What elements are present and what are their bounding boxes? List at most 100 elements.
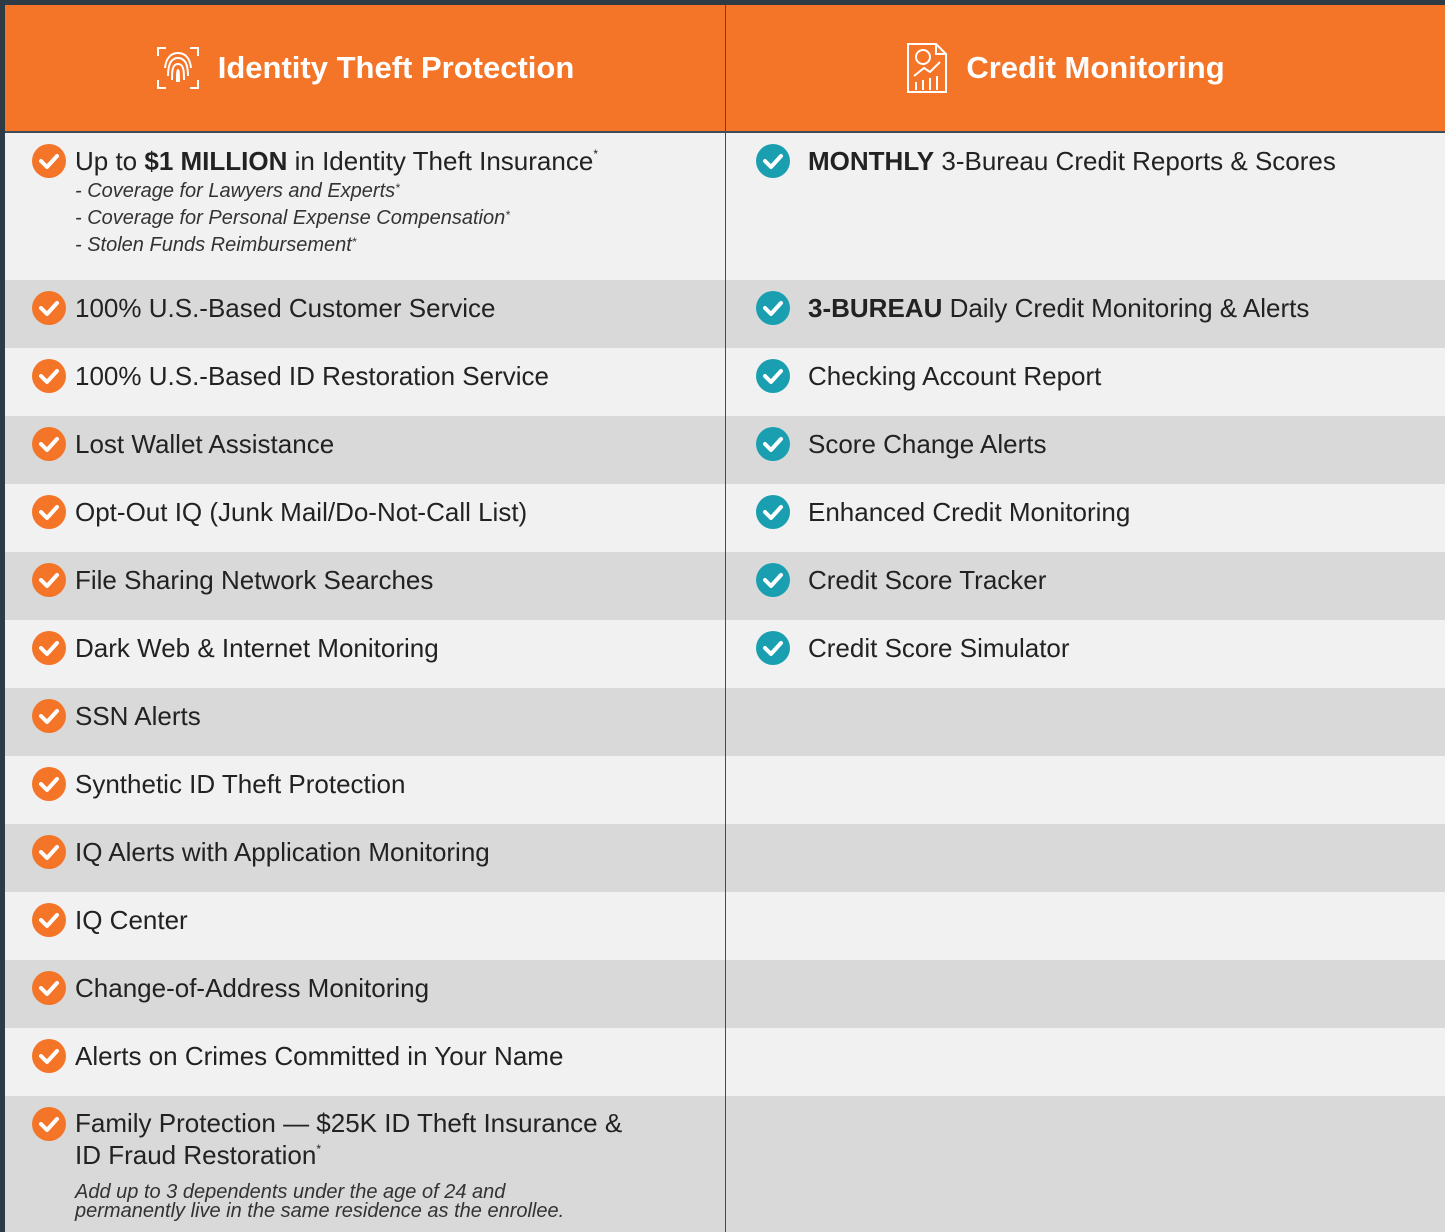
check-icon [755, 494, 791, 530]
table-cell: Opt-Out IQ (Junk Mail/Do-Not-Call List) [5, 484, 725, 552]
text: - Coverage for Personal Expense Compensa… [75, 207, 505, 229]
table-cell: Dark Web & Internet Monitoring [5, 620, 725, 688]
table-cell: File Sharing Network Searches [5, 552, 725, 620]
table-cell [726, 960, 1445, 1028]
table-cell: IQ Alerts with Application Monitoring [5, 824, 725, 892]
text: Alerts on Crimes Committed in Your Name [75, 1041, 563, 1071]
text: Daily Credit Monitoring & Alerts [942, 293, 1309, 323]
check-icon [31, 290, 67, 326]
text: Family Protection — $25K ID Theft Insura… [75, 1108, 622, 1170]
check-circle [756, 563, 790, 597]
text: 3-Bureau Credit Reports & Scores [934, 146, 1336, 176]
check-icon [31, 902, 67, 938]
check-icon [31, 1106, 67, 1142]
text: Credit Score Tracker [808, 565, 1046, 595]
column: Credit Monitoring MONTHLY 3-Bureau Credi… [725, 5, 1445, 1232]
item-text: 100% U.S.-Based ID Restoration Service [75, 359, 705, 393]
item-text: SSN Alerts [75, 699, 705, 733]
item-text: Credit Score Tracker [808, 563, 1425, 597]
check-circle [756, 144, 790, 178]
sub-item: - Coverage for Personal Expense Compensa… [75, 205, 705, 232]
item-text: File Sharing Network Searches [75, 563, 705, 597]
text: Checking Account Report [808, 361, 1101, 391]
check-circle [32, 1107, 66, 1141]
text: Credit Score Simulator [808, 633, 1070, 663]
check-icon [755, 290, 791, 326]
item-text: 100% U.S.-Based Customer Service [75, 291, 705, 325]
table-cell: Synthetic ID Theft Protection [5, 756, 725, 824]
text: 100% U.S.-Based ID Restoration Service [75, 361, 549, 391]
check-circle [32, 1039, 66, 1073]
check-circle [32, 835, 66, 869]
check-icon [31, 562, 67, 598]
text: SSN Alerts [75, 701, 201, 731]
column-header: Credit Monitoring [726, 5, 1445, 133]
check-icon [755, 562, 791, 598]
sub-item: - Coverage for Lawyers and Experts* [75, 178, 705, 205]
table-cell: Change-of-Address Monitoring [5, 960, 725, 1028]
text: Dark Web & Internet Monitoring [75, 633, 439, 663]
table-cell: Score Change Alerts [726, 416, 1445, 484]
check-icon [31, 834, 67, 870]
check-icon [31, 358, 67, 394]
check-icon [31, 630, 67, 666]
item-text: Alerts on Crimes Committed in Your Name [75, 1039, 705, 1073]
table-cell [726, 756, 1445, 824]
check-icon [31, 143, 67, 179]
text: - Stolen Funds Reimbursement [75, 234, 352, 256]
sub-item: - Stolen Funds Reimbursement* [75, 232, 705, 259]
check-icon [755, 358, 791, 394]
check-circle [32, 144, 66, 178]
item-text: 3-BUREAU Daily Credit Monitoring & Alert… [808, 291, 1425, 325]
check-circle [32, 971, 66, 1005]
check-icon [755, 143, 791, 179]
check-circle [756, 631, 790, 665]
column-title: Identity Theft Protection [218, 50, 575, 86]
table-cell [726, 1028, 1445, 1096]
item-text: Up to $1 MILLION in Identity Theft Insur… [75, 144, 705, 178]
text: Enhanced Credit Monitoring [808, 497, 1130, 527]
item-text: IQ Alerts with Application Monitoring [75, 835, 705, 869]
check-icon [755, 426, 791, 462]
table-cell: Up to $1 MILLION in Identity Theft Insur… [5, 133, 725, 280]
item-text: Score Change Alerts [808, 427, 1425, 461]
table-cell: MONTHLY 3-Bureau Credit Reports & Scores [726, 133, 1445, 280]
check-icon [31, 970, 67, 1006]
text: Change-of-Address Monitoring [75, 973, 429, 1003]
item-text: Change-of-Address Monitoring [75, 971, 705, 1005]
table-cell [726, 1096, 1445, 1232]
table-cell: SSN Alerts [5, 688, 725, 756]
table-cell: Alerts on Crimes Committed in Your Name [5, 1028, 725, 1096]
text: - Coverage for Lawyers and Experts [75, 180, 395, 202]
check-circle [32, 699, 66, 733]
check-icon [31, 494, 67, 530]
footnote-mark: * [593, 147, 598, 161]
item-text: Opt-Out IQ (Junk Mail/Do-Not-Call List) [75, 495, 705, 529]
check-circle [756, 495, 790, 529]
text: IQ Alerts with Application Monitoring [75, 837, 490, 867]
table-cell: Family Protection — $25K ID Theft Insura… [5, 1096, 725, 1232]
comparison-table: Identity Theft Protection Up to $1 MILLI… [5, 5, 1445, 1232]
page: Identity Theft Protection Up to $1 MILLI… [0, 0, 1445, 1232]
item-text: Synthetic ID Theft Protection [75, 767, 705, 801]
text: Up to [75, 146, 144, 176]
footnote-mark: * [316, 1142, 321, 1156]
item-text: Lost Wallet Assistance [75, 427, 705, 461]
text: Score Change Alerts [808, 429, 1046, 459]
table-cell: Lost Wallet Assistance [5, 416, 725, 484]
check-circle [32, 291, 66, 325]
column-header: Identity Theft Protection [5, 5, 725, 133]
table-cell: Enhanced Credit Monitoring [726, 484, 1445, 552]
check-circle [32, 427, 66, 461]
table-cell [726, 688, 1445, 756]
text: 100% U.S.-Based Customer Service [75, 293, 496, 323]
bold-text: 3-BUREAU [808, 293, 942, 323]
check-icon [31, 1038, 67, 1074]
check-circle [32, 767, 66, 801]
table-cell: IQ Center [5, 892, 725, 960]
table-cell: 3-BUREAU Daily Credit Monitoring & Alert… [726, 280, 1445, 348]
check-circle [756, 359, 790, 393]
table-cell [726, 824, 1445, 892]
check-circle [32, 903, 66, 937]
item-text: MONTHLY 3-Bureau Credit Reports & Scores [808, 144, 1425, 178]
